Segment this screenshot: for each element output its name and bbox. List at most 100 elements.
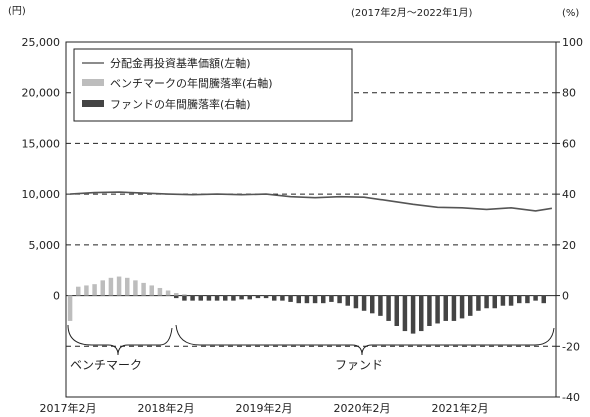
fund-bar <box>304 295 310 304</box>
left-axis-unit: (円) <box>8 6 26 17</box>
fund-bar <box>394 295 399 326</box>
fund-bar <box>500 295 506 306</box>
x-tick-label: 2021年2月 <box>432 401 489 415</box>
fund-bar <box>435 295 440 324</box>
chart-period: (2017年2月～2022年1月) <box>351 6 473 19</box>
benchmark-annotation: ベンチマーク <box>70 358 142 372</box>
fund-bars <box>174 295 546 334</box>
fund-bar <box>353 295 359 309</box>
left-tick-label: 0 <box>53 290 60 303</box>
legend-swatch-benchmark <box>82 79 104 86</box>
fund-bar <box>410 295 416 334</box>
left-tick-label: 20,000 <box>22 87 61 100</box>
fund-bar <box>321 295 326 304</box>
benchmark-bar <box>157 287 163 296</box>
left-tick-label: 10,000 <box>22 188 61 201</box>
fund-bar <box>517 295 522 304</box>
fund-bar <box>419 295 424 332</box>
fund-bar <box>272 295 277 301</box>
benchmark-bar <box>125 277 130 296</box>
left-tick-label: 5,000 <box>29 239 61 252</box>
benchmark-bars <box>67 276 187 321</box>
right-tick-label: 100 <box>562 36 583 49</box>
benchmark-bar <box>92 284 97 296</box>
right-axis-ticks: 100 80 60 40 20 0 -20 -40 <box>556 36 583 404</box>
period-brackets <box>67 324 555 356</box>
fund-bar <box>247 295 252 300</box>
left-tick-label: 15,000 <box>22 137 61 150</box>
fund-bar <box>288 295 293 302</box>
fund-bar <box>427 295 432 326</box>
benchmark-bar <box>133 280 138 296</box>
right-tick-label: 80 <box>562 87 576 100</box>
nav-series-line <box>70 191 553 212</box>
right-tick-label: -20 <box>562 340 580 353</box>
x-tick-label: 2018年2月 <box>138 401 195 415</box>
fund-bar <box>370 295 375 314</box>
benchmark-bracket <box>67 324 173 356</box>
fund-bar <box>198 295 203 301</box>
benchmark-bar <box>149 285 154 296</box>
fund-bar <box>223 295 228 301</box>
fund-bar <box>451 295 457 321</box>
legend-label-nav: 分配金再投資基準価額(左軸) <box>110 56 251 70</box>
right-tick-label: 20 <box>562 239 576 252</box>
fund-bar <box>239 295 244 300</box>
fund-bar <box>182 295 187 301</box>
x-tick-label: 2019年2月 <box>236 401 293 415</box>
fund-bar <box>345 295 350 306</box>
legend: 分配金再投資基準価額(左軸) ベンチマークの年間騰落率(右軸) ファンドの年間騰… <box>73 48 353 122</box>
fund-bar <box>280 295 285 301</box>
fund-bar <box>329 295 334 302</box>
x-tick-label: 2017年2月 <box>40 401 97 415</box>
benchmark-bar <box>108 277 114 296</box>
fund-bar <box>468 295 473 316</box>
fund-bar <box>231 295 236 301</box>
fund-bar <box>206 295 212 301</box>
fund-bar <box>263 295 269 299</box>
fund-bar <box>190 295 195 301</box>
fund-bar <box>255 295 261 299</box>
x-axis-ticks: 2017年2月 2018年2月 2019年2月 2020年2月 2021年2月 <box>40 401 489 415</box>
fund-bar <box>476 295 481 311</box>
left-tick-label: 25,000 <box>22 36 61 49</box>
fund-bar <box>492 295 497 309</box>
fund-bar <box>459 295 465 319</box>
x-tick-label: 2020年2月 <box>334 401 391 415</box>
benchmark-bar <box>165 290 171 296</box>
fund-bar <box>533 295 538 301</box>
fund-bar <box>378 295 383 316</box>
fund-annotation: ファンド <box>335 358 383 372</box>
fund-bar <box>337 295 342 304</box>
fund-bracket <box>175 324 555 356</box>
benchmark-bar <box>116 276 122 296</box>
legend-label-fund: ファンドの年間騰落率(右軸) <box>110 97 251 111</box>
fund-bar <box>541 295 546 304</box>
fund-bar <box>174 295 179 299</box>
benchmark-bar <box>100 280 105 296</box>
right-tick-label: 0 <box>562 290 569 303</box>
benchmark-bar <box>182 294 187 296</box>
legend-swatch-fund <box>82 100 104 107</box>
benchmark-bar <box>174 293 179 296</box>
right-tick-label: -40 <box>562 391 580 404</box>
legend-box <box>73 48 353 122</box>
fund-bar <box>312 295 318 304</box>
benchmark-bar <box>67 295 73 321</box>
right-tick-label: 60 <box>562 137 576 150</box>
grid <box>66 92 556 347</box>
fund-bar <box>386 295 391 321</box>
fund-bar <box>525 295 530 304</box>
legend-label-benchmark: ベンチマークの年間騰落率(右軸) <box>110 76 273 90</box>
right-axis-unit: (%) <box>562 8 579 19</box>
left-axis-ticks: 25,000 20,000 15,000 10,000 5,000 0 <box>22 36 61 303</box>
plot-frame <box>65 41 557 398</box>
fund-bar <box>484 295 489 309</box>
fund-bar <box>508 295 514 306</box>
fund-bar <box>296 295 301 304</box>
fund-bar <box>443 295 448 321</box>
benchmark-bar <box>84 285 89 296</box>
benchmark-bar <box>76 286 81 296</box>
right-tick-label: 40 <box>562 188 576 201</box>
